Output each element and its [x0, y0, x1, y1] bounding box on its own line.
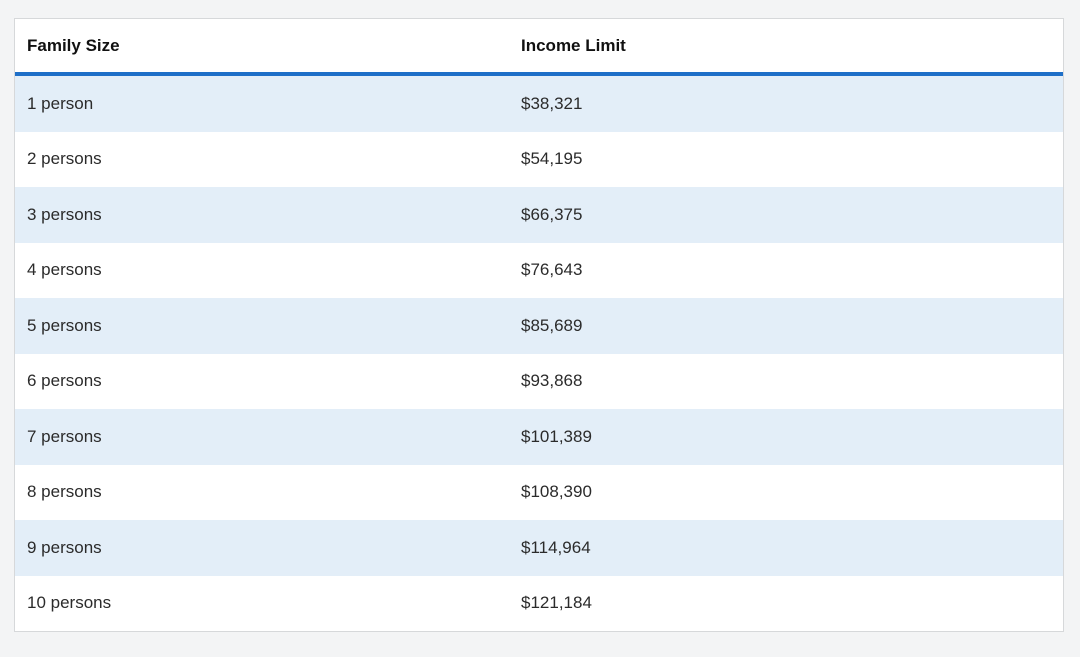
table-row: 5 persons $85,689 — [15, 298, 1063, 354]
income-limit-cell: $66,375 — [509, 187, 1063, 243]
table-row: 2 persons $54,195 — [15, 131, 1063, 187]
income-limit-cell: $101,389 — [509, 409, 1063, 465]
family-size-cell: 9 persons — [15, 520, 509, 576]
income-limit-cell: $85,689 — [509, 298, 1063, 354]
income-limit-table-card: Family Size Income Limit 1 person $38,32… — [14, 18, 1064, 632]
header-income-limit: Income Limit — [509, 19, 1063, 76]
family-size-cell: 3 persons — [15, 187, 509, 243]
table-row: 8 persons $108,390 — [15, 464, 1063, 520]
table-row: 7 persons $101,389 — [15, 409, 1063, 465]
family-size-cell: 8 persons — [15, 464, 509, 520]
table-row: 6 persons $93,868 — [15, 353, 1063, 409]
table-row: 10 persons $121,184 — [15, 575, 1063, 631]
income-limit-cell: $121,184 — [509, 575, 1063, 631]
family-size-cell: 4 persons — [15, 242, 509, 298]
table-body: 1 person $38,321 2 persons $54,195 3 per… — [15, 74, 1063, 631]
income-limit-cell: $38,321 — [509, 74, 1063, 132]
family-size-cell: 10 persons — [15, 575, 509, 631]
income-limit-cell: $108,390 — [509, 464, 1063, 520]
family-size-cell: 1 person — [15, 74, 509, 132]
income-limit-cell: $76,643 — [509, 242, 1063, 298]
header-row: Family Size Income Limit — [15, 19, 1063, 76]
family-size-cell: 7 persons — [15, 409, 509, 465]
family-size-cell: 5 persons — [15, 298, 509, 354]
family-size-cell: 2 persons — [15, 131, 509, 187]
income-limit-cell: $54,195 — [509, 131, 1063, 187]
income-limit-cell: $93,868 — [509, 353, 1063, 409]
income-limit-cell: $114,964 — [509, 520, 1063, 576]
table-row: 9 persons $114,964 — [15, 520, 1063, 576]
table-header: Family Size Income Limit — [15, 19, 1063, 76]
table-row: 3 persons $66,375 — [15, 187, 1063, 243]
header-family-size: Family Size — [15, 19, 509, 76]
income-limit-table: Family Size Income Limit 1 person $38,32… — [15, 19, 1063, 631]
table-row: 4 persons $76,643 — [15, 242, 1063, 298]
family-size-cell: 6 persons — [15, 353, 509, 409]
table-row: 1 person $38,321 — [15, 74, 1063, 132]
